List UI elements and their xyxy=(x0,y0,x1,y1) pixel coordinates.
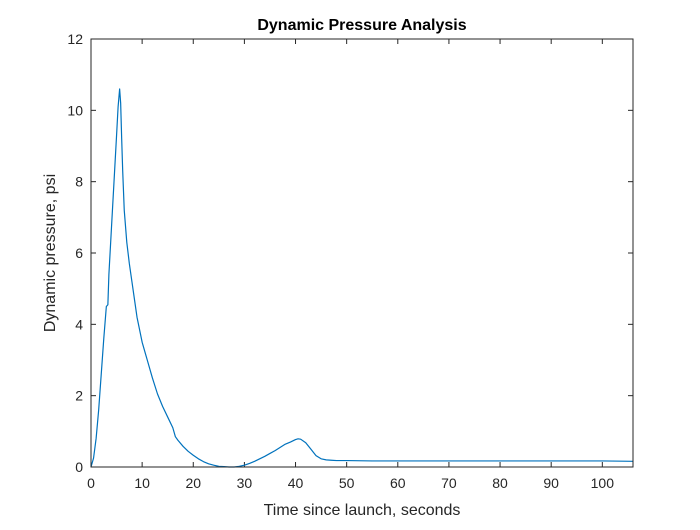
x-tick-label: 60 xyxy=(390,475,406,491)
series-layer xyxy=(90,88,634,468)
x-tick-label: 20 xyxy=(185,475,201,491)
y-axis-label: Dynamic pressure, psi xyxy=(42,174,59,332)
y-tick-label: 4 xyxy=(75,316,83,332)
x-tick-label: 10 xyxy=(134,475,150,491)
x-tick-label: 100 xyxy=(591,475,615,491)
y-tick-label: 12 xyxy=(67,31,83,47)
y-tick-label: 0 xyxy=(75,459,83,475)
x-tick-label: 90 xyxy=(543,475,559,491)
x-tick-label: 50 xyxy=(339,475,355,491)
y-tick-label: 6 xyxy=(75,245,83,261)
y-tick-label: 10 xyxy=(67,102,83,118)
series-line xyxy=(90,88,634,468)
plot-area xyxy=(91,39,633,467)
x-tick-label: 40 xyxy=(288,475,304,491)
x-axis-label: Time since launch, seconds xyxy=(264,502,461,519)
chart-title: Dynamic Pressure Analysis xyxy=(257,17,466,34)
tick-labels-layer: 0 10 20 30 40 50 60 70 80 90 100 0 2 4 6 8 10 12 xyxy=(67,31,614,491)
y-tick-label: 8 xyxy=(75,174,83,190)
y-tick-label: 2 xyxy=(75,388,83,404)
x-tick-label: 70 xyxy=(441,475,457,491)
axes-box xyxy=(90,38,634,468)
x-tick-label: 0 xyxy=(87,475,95,491)
x-tick-label: 30 xyxy=(237,475,253,491)
x-tick-label: 80 xyxy=(492,475,508,491)
